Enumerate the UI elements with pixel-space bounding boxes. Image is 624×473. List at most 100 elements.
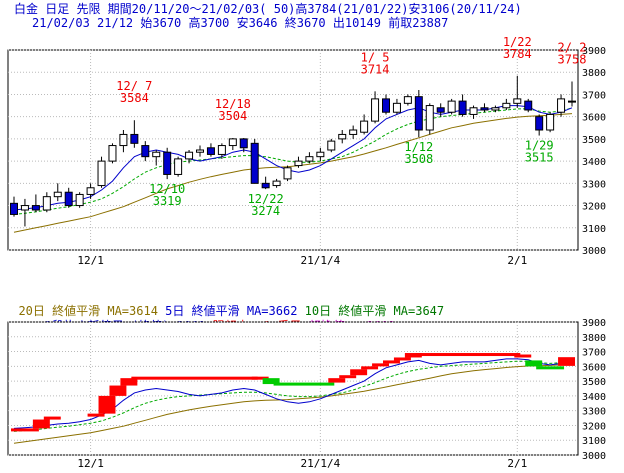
ma20-line-lower <box>13 363 573 444</box>
candle-body <box>403 96 412 104</box>
annotation-price: 3584 <box>120 91 149 105</box>
candle-body <box>130 133 139 144</box>
legend2-ma10: 10日 終値平滑 MA=3647 <box>304 304 445 318</box>
candle-body <box>239 138 248 149</box>
candle-body <box>305 156 314 162</box>
candle-body <box>425 105 434 131</box>
annotation-date: 1/22 <box>503 35 532 49</box>
candle-body <box>152 151 161 158</box>
bottom-y-tick-label: 3500 <box>582 377 606 388</box>
kagi-brick <box>525 360 543 367</box>
candle-body <box>447 100 456 113</box>
bottom-legend: 20日 終値平滑 MA=3614 5日 終値平滑 MA=3662 10日 終値平… <box>4 290 444 318</box>
candle-body <box>97 160 106 187</box>
top-frame <box>7 49 579 251</box>
candle-body <box>557 98 566 113</box>
legend2-ma20: 20日 終値平滑 MA=3614 <box>18 304 158 318</box>
candle-body <box>228 138 237 147</box>
candle-body <box>20 205 29 211</box>
top-y-tick-label: 3000 <box>582 246 606 257</box>
candle-body <box>316 151 325 158</box>
candle-body <box>568 100 576 103</box>
candle-body <box>382 98 390 113</box>
candle-body <box>458 100 467 115</box>
kagi-brick <box>350 369 368 376</box>
bottom-x-tick-label: 12/1 <box>77 457 104 470</box>
kagi-brick <box>251 376 269 380</box>
candle-body <box>217 145 226 155</box>
bottom-x-tick-label: 21/1/4 <box>300 457 340 470</box>
candle-body <box>31 205 40 211</box>
kagi-brick <box>87 413 105 417</box>
kagi-brick <box>404 353 422 358</box>
candle-body <box>469 107 478 115</box>
bottom-y-tick-label: 3400 <box>582 392 606 403</box>
kagi-brick <box>262 378 280 385</box>
candle-body <box>196 149 204 153</box>
candle-body <box>513 98 522 104</box>
candle-body <box>272 180 281 187</box>
candle-body <box>53 191 62 198</box>
candle-body <box>338 133 347 140</box>
kagi-brick <box>514 354 532 358</box>
candle-body <box>414 96 423 131</box>
bottom-y-tick-label: 3100 <box>582 436 606 447</box>
annotation-date: 1/29 <box>525 139 554 153</box>
bottom-frame <box>7 321 579 456</box>
annotation-price: 3758 <box>558 53 587 67</box>
top-y-tick-label: 3200 <box>582 202 606 213</box>
candle-body <box>524 100 533 111</box>
annotation-date: 2/ 2 <box>558 41 587 55</box>
top-y-tick-label: 3300 <box>582 179 606 190</box>
candle-body <box>327 140 336 151</box>
kagi-brick <box>372 363 389 367</box>
annotation-price: 3508 <box>404 152 433 166</box>
annotation-date: 1/ 5 <box>361 50 390 64</box>
bottom-y-tick-label: 3900 <box>582 318 606 329</box>
annotation-price: 3714 <box>361 62 390 76</box>
kagi-brick <box>273 382 335 386</box>
candle-body <box>163 151 172 175</box>
kagi-brick <box>415 353 521 357</box>
top-y-tick-label: 3500 <box>582 135 606 146</box>
candle-body <box>108 145 117 162</box>
annotation-price: 3504 <box>218 109 247 123</box>
kagi-brick <box>32 419 50 429</box>
candle-body <box>86 187 95 195</box>
annotation-date: 12/10 <box>149 182 185 196</box>
bottom-y-tick-label: 3200 <box>582 421 606 432</box>
kagi-brick <box>131 376 258 380</box>
annotation-date: 12/ 7 <box>116 79 152 93</box>
candle-body <box>502 102 511 109</box>
top-y-tick-label: 3800 <box>582 68 606 79</box>
annotation-price: 3784 <box>503 47 532 61</box>
candle-body <box>10 202 18 215</box>
bottom-y-tick-label: 3000 <box>582 451 606 462</box>
annotation-price: 3274 <box>251 204 280 218</box>
kagi-brick <box>558 357 575 366</box>
top-x-tick-label: 21/1/4 <box>300 254 340 267</box>
candle-body <box>42 196 51 211</box>
bottom-x-tick-label: 2/1 <box>507 457 527 470</box>
candle-body <box>185 151 194 160</box>
bottom-y-tick-label: 3600 <box>582 362 606 373</box>
top-y-tick-label: 3700 <box>582 90 606 101</box>
kagi-brick <box>393 357 411 361</box>
kagi-brick <box>11 428 39 432</box>
top-y-tick-label: 3400 <box>582 157 606 168</box>
candle-body <box>371 98 380 122</box>
annotation-date: 12/18 <box>215 97 251 111</box>
ma5-line <box>13 105 573 211</box>
annotation-price: 3515 <box>525 151 554 165</box>
candle-body <box>436 107 445 113</box>
annotation-date: 1/12 <box>404 140 433 154</box>
kagi-brick <box>43 416 61 420</box>
candle-body <box>392 102 401 113</box>
kagi-brick <box>109 385 127 396</box>
candlestick-chart: 3000 3100 3200 3300 3400 3500 3600 3700 3800 3900… <box>7 35 606 267</box>
annotation-date: 12/22 <box>248 192 284 206</box>
top-x-tick-label: 12/1 <box>77 254 104 267</box>
kagi-brick <box>536 366 565 370</box>
candle-body <box>294 160 303 167</box>
